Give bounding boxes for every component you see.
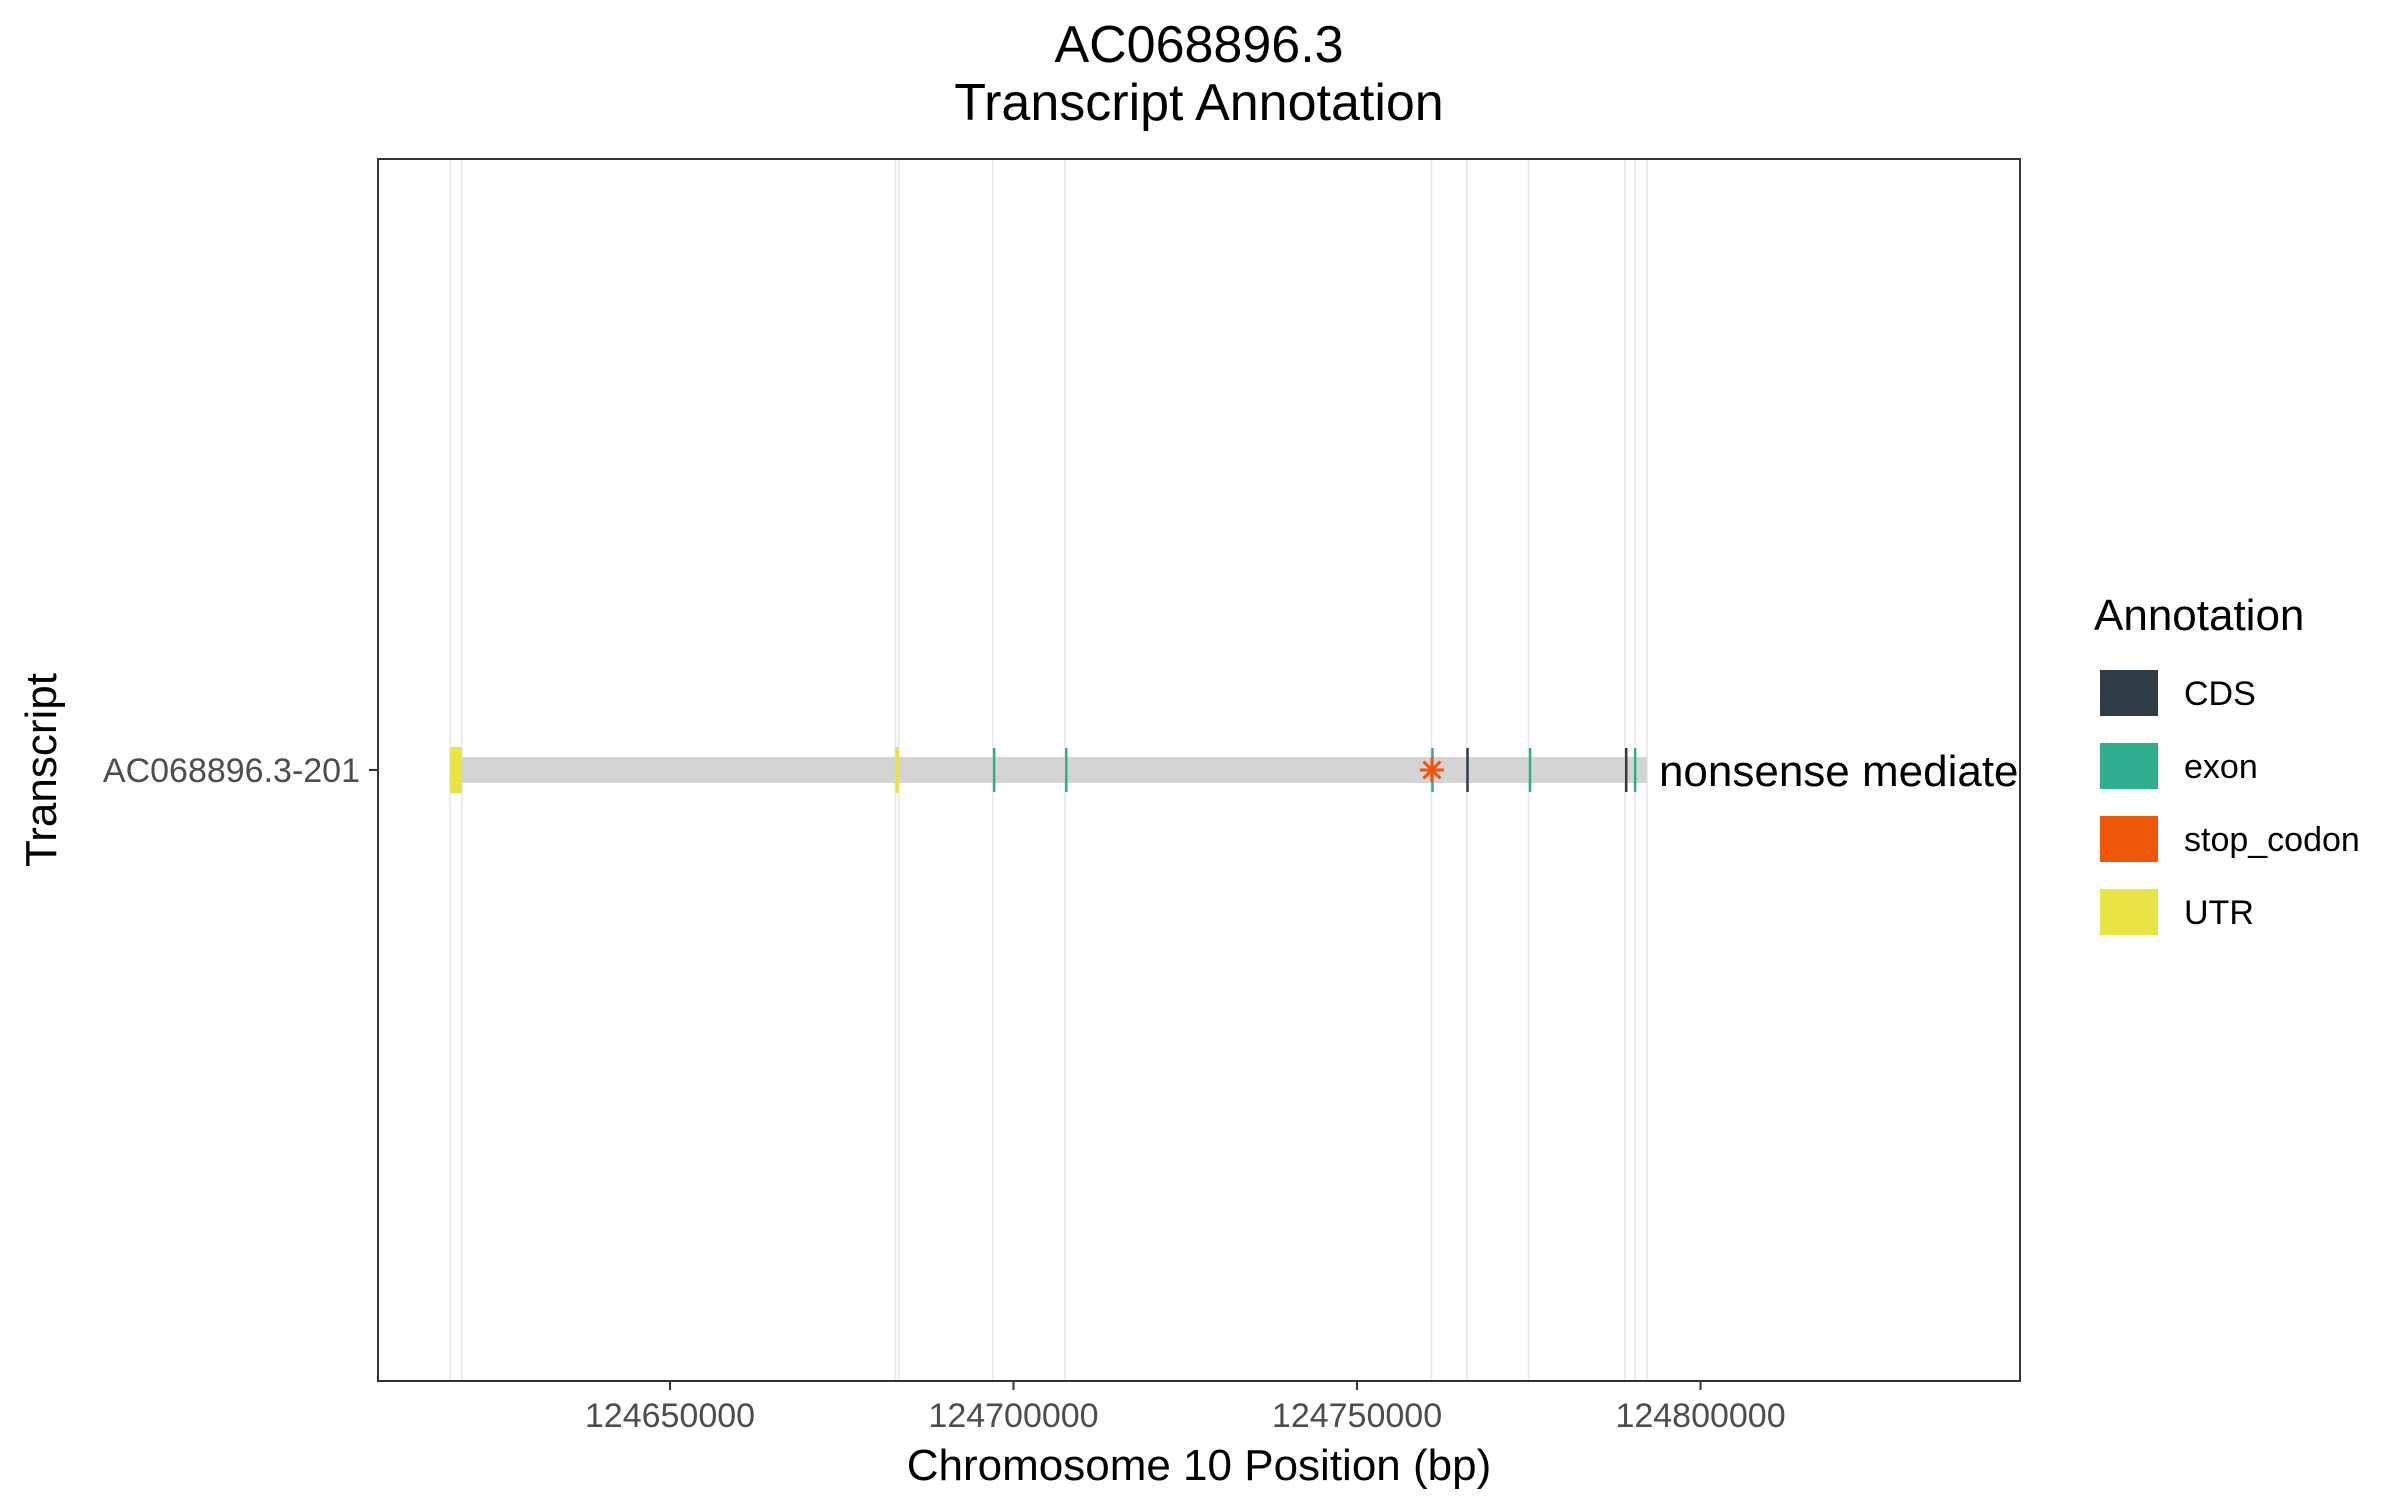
exon-feature [1528,748,1532,792]
intron-backbone [450,757,1647,783]
y-axis: AC068896.3-201 [103,752,378,790]
transcript-tracks: nonsense mediated decay [450,747,2173,796]
legend-label: CDS [2184,675,2256,713]
legend-label: UTR [2184,894,2254,932]
utr-feature [895,747,899,793]
legend-key-UTR [2100,889,2158,935]
utr-feature [450,747,462,793]
legend-key-CDS [2100,670,2158,716]
cds-feature [1466,748,1469,792]
legend-label: exon [2184,748,2258,786]
x-tick-label: 124800000 [1615,1397,1785,1435]
x-axis: 124650000 124700000 124750000 124800000 [585,1381,1786,1435]
biotype-label: nonsense mediated decay [1659,747,2173,796]
legend: Annotation CDS exon stop_codon UTR [2094,591,2360,935]
x-tick-label: 124700000 [928,1397,1098,1435]
exon-feature [1633,748,1637,792]
legend-key-stop_codon [2100,816,2158,862]
legend-title: Annotation [2094,591,2304,640]
chart-title-line1: AC068896.3 [1054,16,1343,74]
y-axis-title: Transcript [17,673,66,867]
cds-feature [1624,748,1628,792]
stop-codon-stroke [1422,760,1442,780]
stop-codon-marker [1419,758,1444,782]
legend-key-exon [2100,743,2158,789]
x-axis-title: Chromosome 10 Position (bp) [907,1441,1491,1490]
y-tick-label: AC068896.3-201 [103,752,360,790]
exon-feature [992,748,996,792]
transcript-track: nonsense mediated decay [450,747,2173,796]
x-tick-label: 124750000 [1272,1397,1442,1435]
chart-title-line2: Transcript Annotation [954,74,1443,132]
x-tick-label: 124650000 [585,1397,755,1435]
legend-label: stop_codon [2184,821,2360,859]
exon-feature [1065,748,1068,792]
